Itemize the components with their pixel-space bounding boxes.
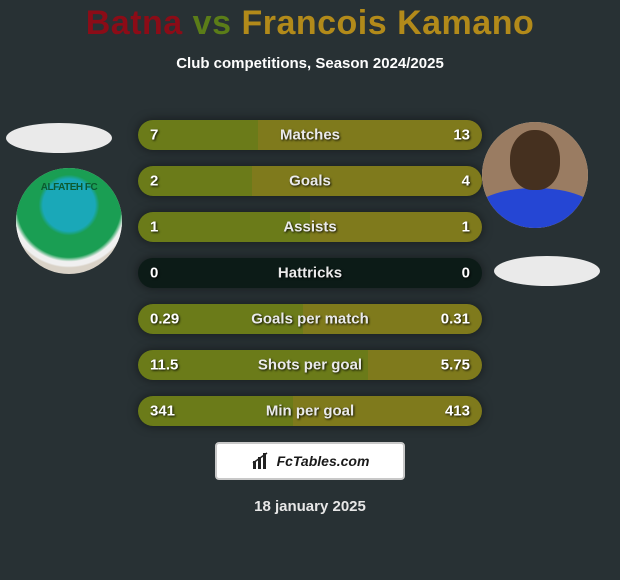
stat-label: Shots per goal <box>258 357 362 374</box>
stat-row: 11.5 5.75 Shots per goal <box>138 350 482 380</box>
stat-right-value: 0 <box>462 265 470 282</box>
club-crest-left: ALFATEH FC <box>16 168 122 274</box>
title-vs: vs <box>193 4 232 42</box>
stat-row: 0.29 0.31 Goals per match <box>138 304 482 334</box>
stat-right-value: 0.31 <box>441 311 470 328</box>
stat-row: 1 1 Assists <box>138 212 482 242</box>
stat-right-value: 13 <box>453 127 470 144</box>
stat-row: 0 0 Hattricks <box>138 258 482 288</box>
crest-label: ALFATEH FC <box>16 182 122 193</box>
brand-logo-icon <box>251 451 271 471</box>
stat-right-value: 1 <box>462 219 470 236</box>
stat-left-value: 1 <box>150 219 158 236</box>
stat-label: Matches <box>280 127 340 144</box>
stat-row: 2 4 Goals <box>138 166 482 196</box>
stat-left-value: 341 <box>150 403 175 420</box>
stat-left-value: 7 <box>150 127 158 144</box>
bar-right <box>252 166 482 196</box>
player-photo-right <box>482 122 588 228</box>
brand-text: FcTables.com <box>277 453 370 469</box>
stat-label: Assists <box>283 219 336 236</box>
player-head <box>510 130 560 190</box>
stat-label: Hattricks <box>278 265 342 282</box>
stat-left-value: 0.29 <box>150 311 179 328</box>
brand-badge: FcTables.com <box>215 442 405 480</box>
stat-left-value: 2 <box>150 173 158 190</box>
title-player1: Batna <box>86 4 183 42</box>
stat-right-value: 4 <box>462 173 470 190</box>
page-title: Batna vs Francois Kamano <box>0 0 620 43</box>
title-player2: Francois Kamano <box>241 4 534 42</box>
subtitle: Club competitions, Season 2024/2025 <box>0 55 620 72</box>
country-flag-right <box>494 256 600 286</box>
country-flag-left <box>6 123 112 153</box>
stat-label: Goals <box>289 173 331 190</box>
player-shirt <box>482 188 588 228</box>
stat-row: 341 413 Min per goal <box>138 396 482 426</box>
stat-left-value: 0 <box>150 265 158 282</box>
stat-right-value: 5.75 <box>441 357 470 374</box>
stats-comparison: 7 13 Matches 2 4 Goals 1 1 Assists 0 0 Hattricks 0.2… <box>138 120 482 442</box>
stat-left-value: 11.5 <box>150 357 178 374</box>
stat-row: 7 13 Matches <box>138 120 482 150</box>
date-label: 18 january 2025 <box>0 498 620 515</box>
stat-label: Min per goal <box>266 403 354 420</box>
stat-label: Goals per match <box>251 311 369 328</box>
stat-right-value: 413 <box>445 403 470 420</box>
